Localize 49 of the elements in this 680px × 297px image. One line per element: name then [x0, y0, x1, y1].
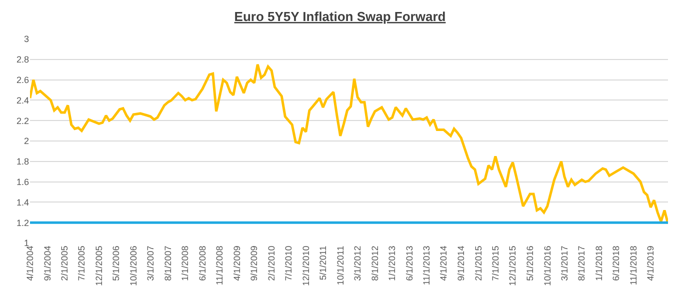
x-tick-label: 1/1/2018	[594, 246, 604, 281]
x-tick-label: 11/1/2013	[422, 246, 432, 286]
y-tick-label: 2	[24, 136, 29, 146]
x-tick-label: 11/1/2018	[628, 246, 638, 286]
x-tick-label: 3/1/2017	[559, 246, 570, 281]
x-tick-label: 12/1/2015	[508, 246, 518, 286]
y-tick-label: 1.4	[16, 197, 29, 208]
x-tick-label: 7/1/2005	[76, 246, 87, 281]
y-tick-label: 3	[24, 34, 29, 44]
x-tick-label: 4/1/2009	[232, 246, 242, 281]
x-tick-label: 10/1/2016	[542, 246, 552, 286]
x-tick-label: 9/1/2014	[456, 246, 466, 281]
x-tick-label: 4/1/2004	[24, 246, 35, 281]
x-tick-label: 7/1/2010	[283, 246, 294, 281]
x-tick-label: 10/1/2006	[128, 246, 138, 286]
x-tick-label: 12/1/2005	[94, 246, 104, 286]
x-tick-label: 1/1/2013	[387, 246, 398, 281]
x-tick-label: 8/1/2012	[370, 246, 380, 281]
x-tick-label: 7/1/2015	[490, 246, 500, 281]
x-tick-label: 4/1/2014	[438, 246, 449, 281]
x-tick-label: 11/1/2008	[214, 246, 225, 286]
y-tick-label: 1.8	[16, 156, 29, 167]
y-tick-label: 2.6	[16, 74, 29, 85]
x-tick-label: 8/1/2017	[576, 246, 587, 281]
chart-title: Euro 5Y5Y Inflation Swap Forward	[234, 8, 446, 24]
x-tick-label: 8/1/2007	[162, 246, 173, 281]
x-tick-label: 5/1/2006	[111, 246, 122, 281]
x-tick-label: 9/1/2009	[249, 246, 260, 281]
x-tick-label: 2/1/2015	[473, 246, 484, 281]
x-tick-label: 5/1/2011	[318, 246, 328, 280]
x-tick-label: 9/1/2004	[42, 246, 52, 281]
y-tick-label: 1	[24, 238, 29, 248]
x-tick-label: 12/1/2010	[300, 246, 311, 286]
x-tick-label: 2/1/2005	[60, 246, 70, 281]
x-tick-label: 10/1/2011	[335, 246, 346, 286]
x-tick-label: 4/1/2019	[646, 246, 656, 281]
y-tick-label: 2.4	[16, 95, 29, 106]
y-tick-label: 1.2	[16, 218, 29, 228]
x-tick-label: 3/1/2007	[145, 246, 156, 281]
x-tick-label: 6/1/2013	[404, 246, 414, 281]
y-tick-label: 1.6	[16, 176, 29, 187]
x-tick-label: 2/1/2010	[266, 246, 276, 281]
x-tick-label: 6/1/2018	[611, 246, 622, 281]
x-tick-label: 1/1/2008	[180, 246, 190, 281]
y-tick-label: 2.2	[16, 116, 29, 126]
x-tick-label: 3/1/2012	[352, 246, 362, 281]
x-tick-label: 6/1/2008	[197, 246, 208, 281]
y-tick-label: 2.8	[16, 54, 29, 65]
x-tick-label: 5/1/2016	[524, 246, 535, 281]
